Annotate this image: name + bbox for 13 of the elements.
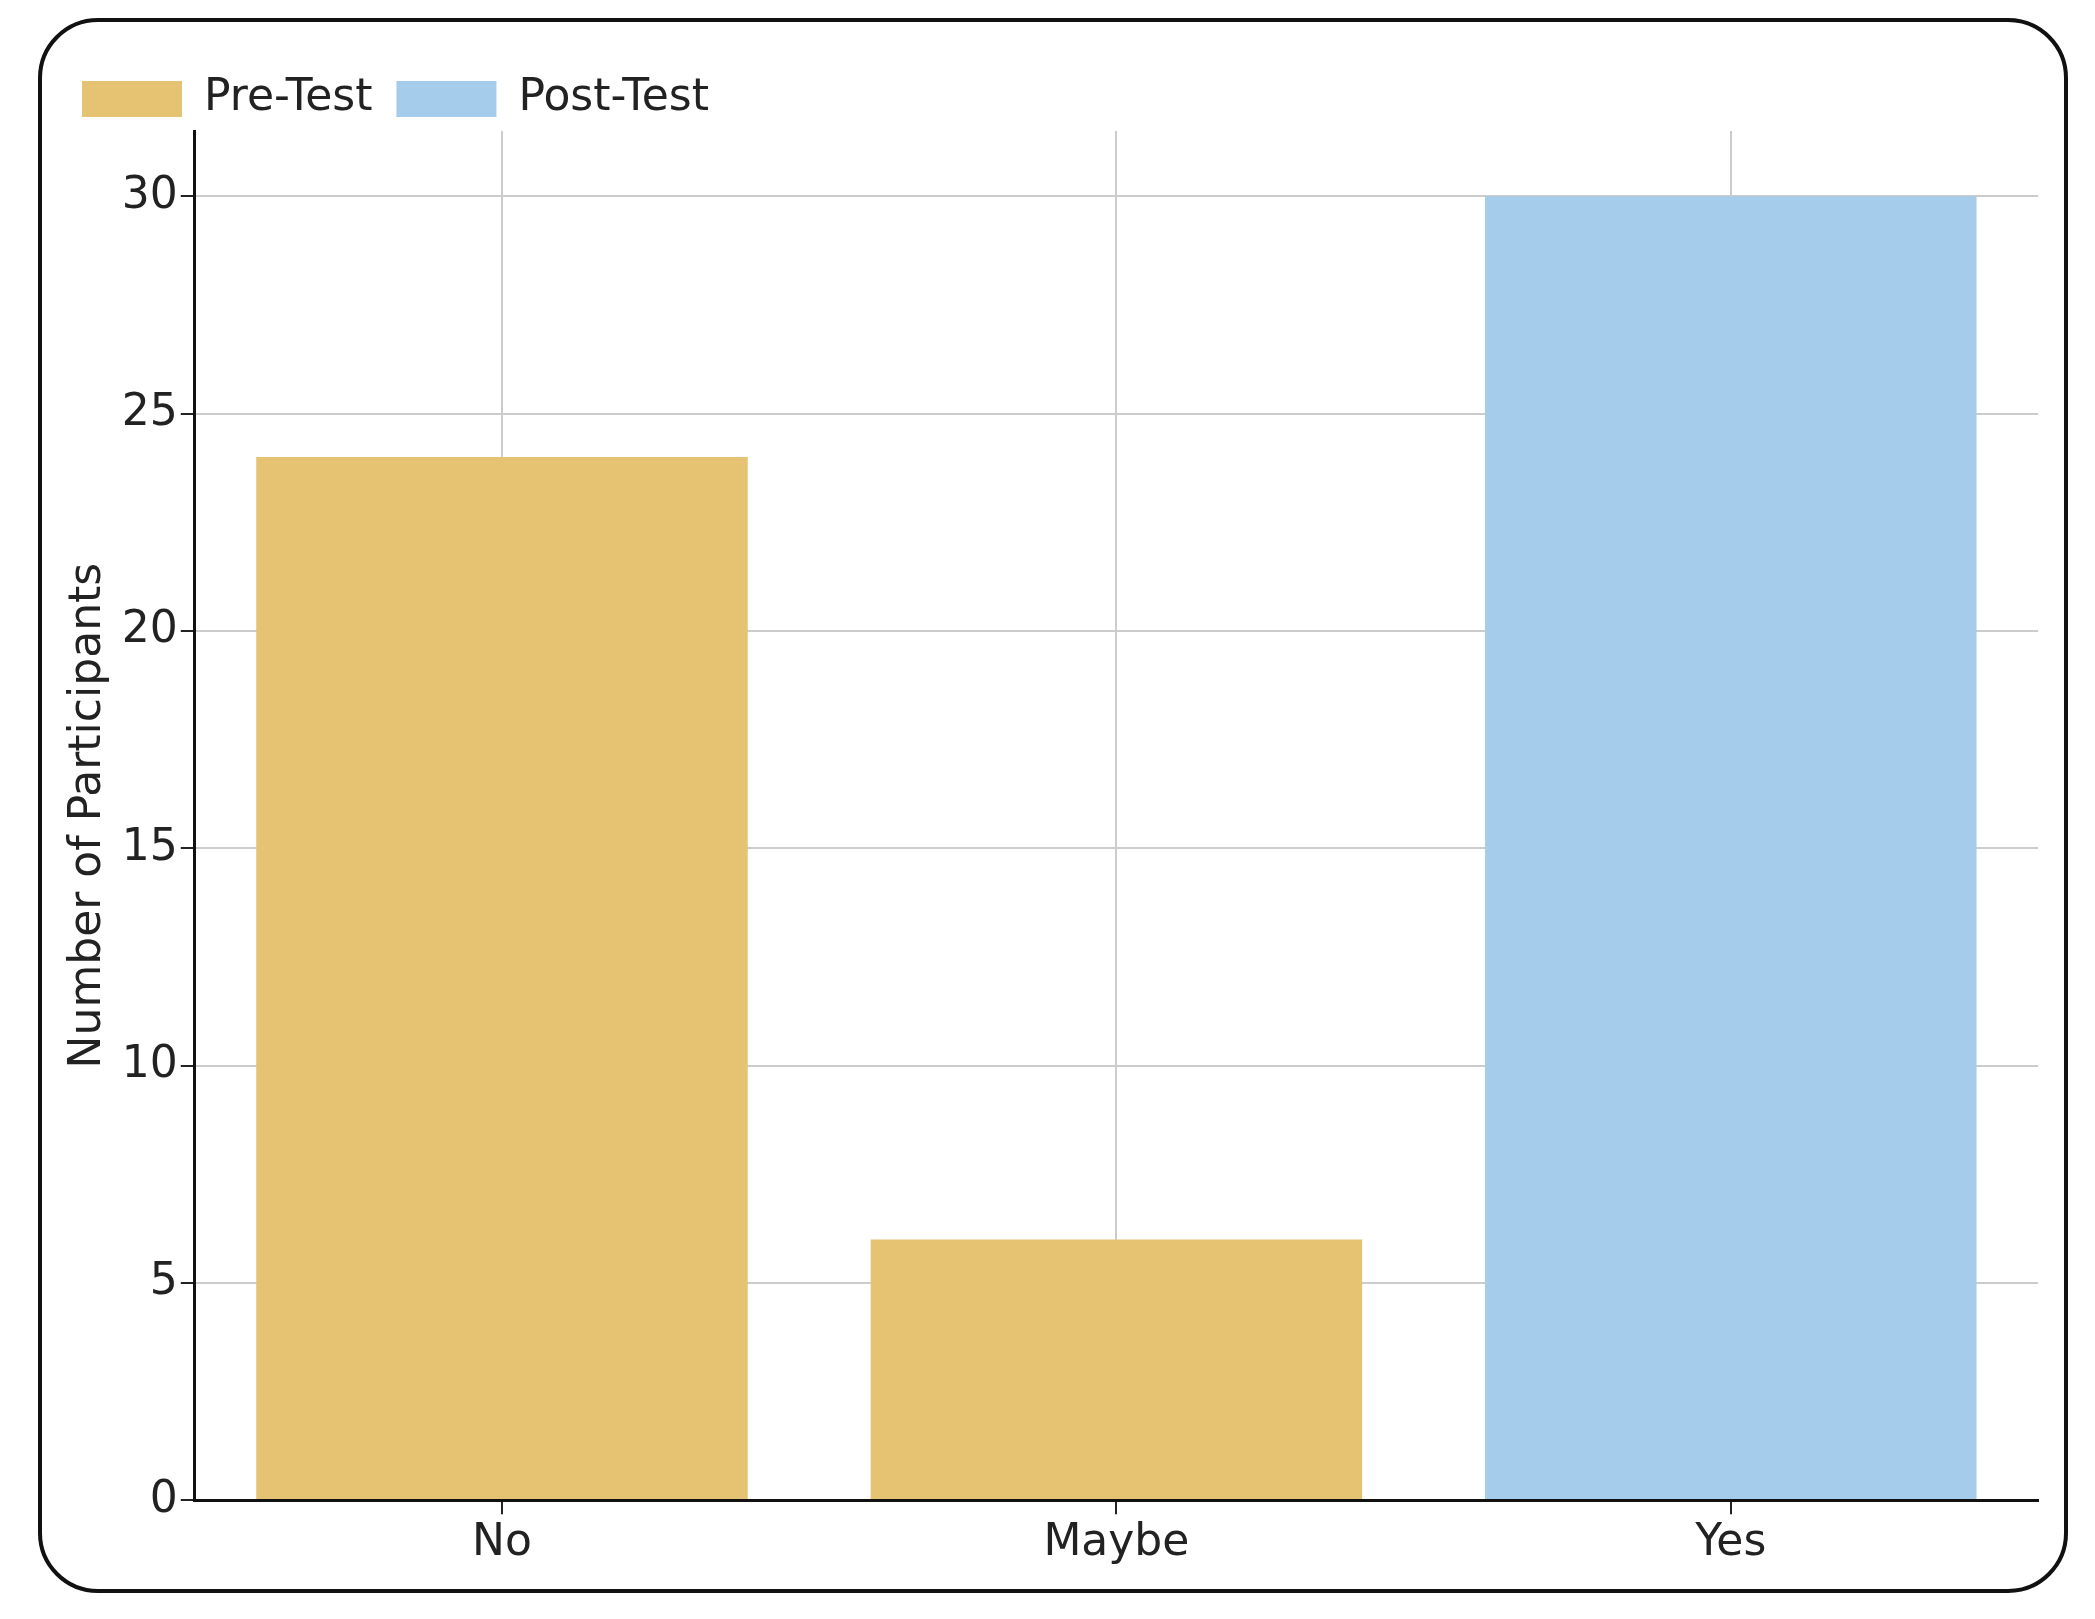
y-tick-label: 0: [149, 1470, 178, 1522]
y-tick-label: 30: [121, 166, 178, 218]
x-tick-label: Yes: [1694, 1514, 1767, 1566]
y-tick-label: 5: [149, 1253, 178, 1305]
y-tick-label: 25: [121, 383, 178, 435]
y-axis-title: Number of Participants: [58, 562, 110, 1069]
y-tick-label: 15: [121, 818, 178, 870]
legend-label: Post-Test: [518, 69, 709, 121]
x-tick-label: Maybe: [1043, 1514, 1190, 1566]
y-tick-label: 20: [121, 601, 178, 653]
legend-label: Pre-Test: [204, 69, 373, 121]
y-tick-label: 10: [121, 1035, 178, 1087]
x-tick-label: No: [472, 1514, 532, 1566]
